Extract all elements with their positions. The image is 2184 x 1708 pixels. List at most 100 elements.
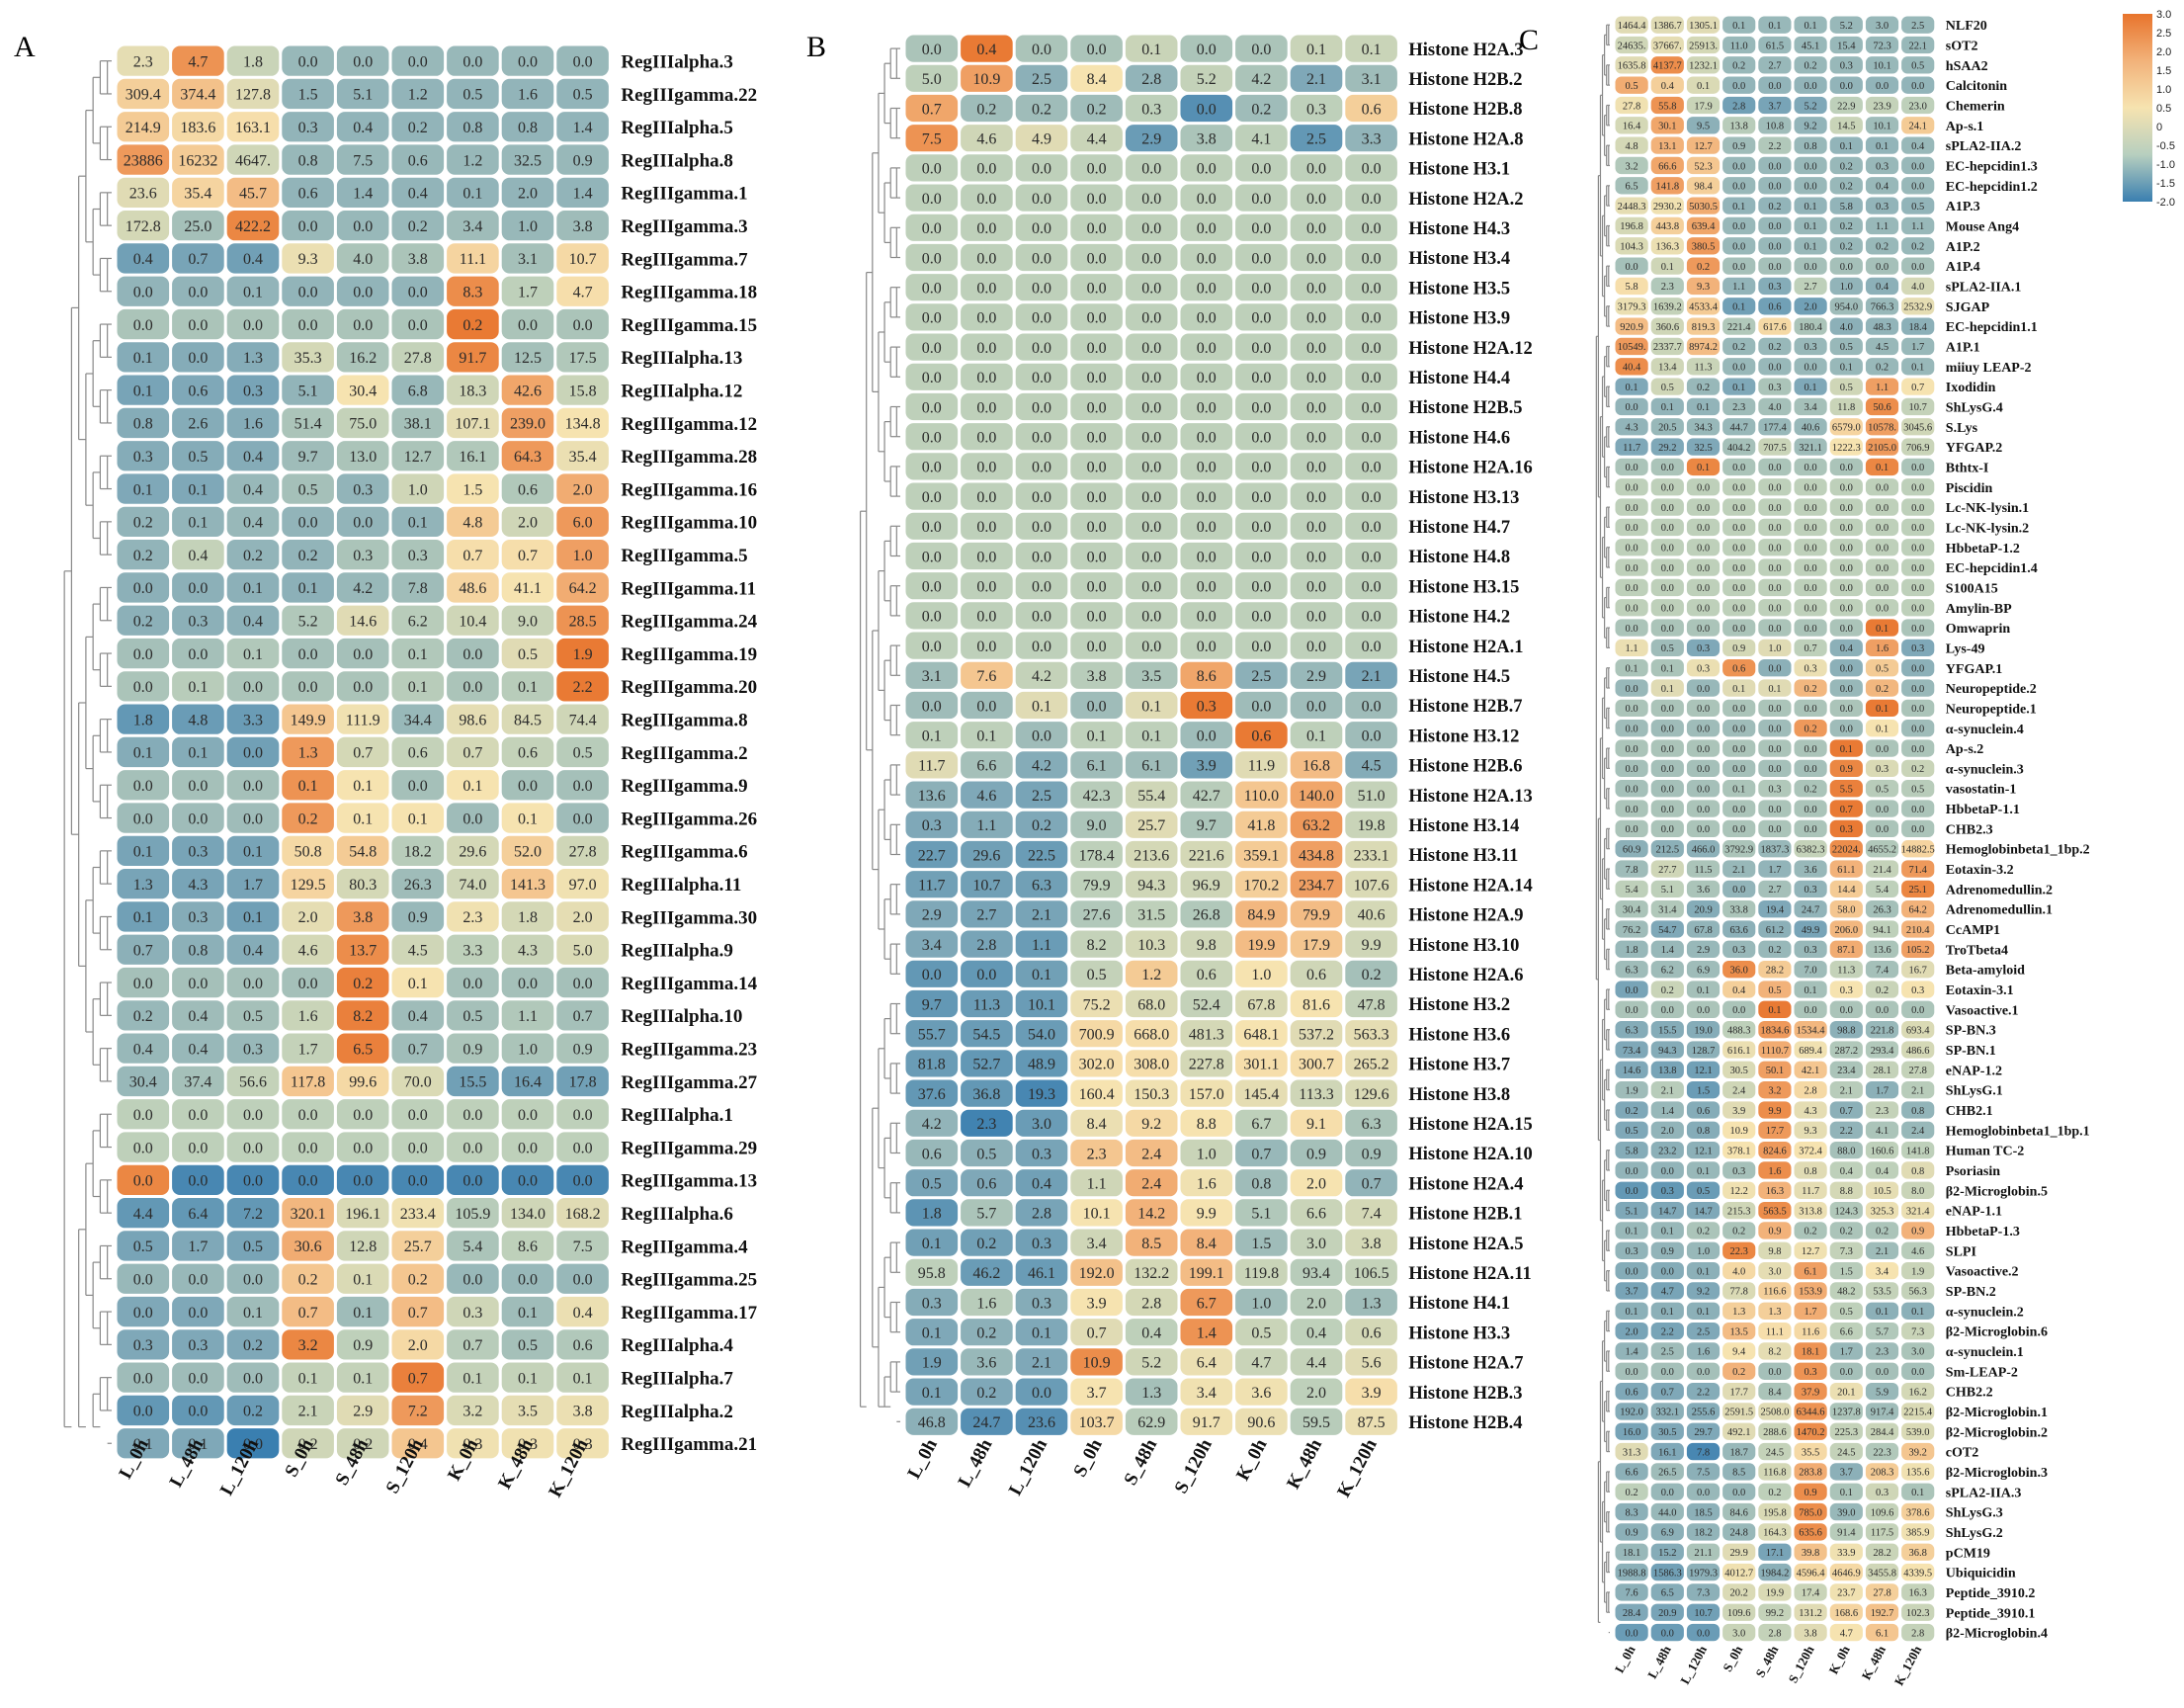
panel-a-cell bbox=[447, 1033, 499, 1064]
panel-c-cell-value: 0.0 bbox=[1876, 523, 1889, 534]
panel-c-cell-value: 2.5 bbox=[1911, 21, 1924, 32]
panel-c-row-label: Lc-NK-lysin.2 bbox=[1946, 521, 2029, 536]
panel-c-cell-value: 20.9 bbox=[1694, 904, 1712, 915]
panel-c-cell-value: 0.0 bbox=[1768, 242, 1781, 253]
panel-b-cell-value: 103.7 bbox=[1079, 1414, 1115, 1431]
panel-c-column-label: K_120h bbox=[1891, 1643, 1925, 1688]
panel-c-cell-value: 27.8 bbox=[1909, 1066, 1927, 1076]
panel-c-cell-value: 1.3 bbox=[1768, 1307, 1781, 1318]
panel-a-cell-value: 0.0 bbox=[298, 646, 318, 663]
panel-a-cell-value: 12.8 bbox=[349, 1238, 377, 1255]
panel-a-cell-value: 0.0 bbox=[133, 646, 153, 663]
panel-a-cell bbox=[556, 506, 609, 537]
panel-c-cell-value: 4533.4 bbox=[1689, 302, 1719, 313]
panel-b-cell-value: 0.8 bbox=[1251, 1175, 1271, 1192]
panel-c-cell-value: 0.6 bbox=[1626, 1387, 1638, 1398]
panel-a-cell-value: 2.0 bbox=[573, 909, 593, 926]
panel-c-cell-value: 6.9 bbox=[1697, 965, 1710, 976]
panel-b-cell-value: 0.0 bbox=[1251, 578, 1271, 595]
panel-b-cell bbox=[961, 214, 1013, 241]
panel-a-cell-value: 15.8 bbox=[569, 383, 597, 399]
panel-b-cell-value: 0.0 bbox=[1141, 639, 1161, 655]
panel-a-cell bbox=[117, 770, 170, 801]
panel-c-cell-value: 7.0 bbox=[1805, 965, 1817, 976]
panel-c-cell-value: 24.5 bbox=[1837, 1447, 1855, 1458]
panel-a-cell-value: 0.1 bbox=[353, 1370, 373, 1387]
panel-b-cell-value: 0.6 bbox=[1362, 101, 1382, 118]
panel-c-row-label: β2-Microglobin.5 bbox=[1946, 1184, 2048, 1199]
panel-b-cell bbox=[1290, 392, 1343, 421]
panel-c-cell-value: 0.1 bbox=[1876, 463, 1889, 473]
panel-c-cell-value: 0.0 bbox=[1840, 1367, 1853, 1378]
panel-b-cell bbox=[1180, 125, 1233, 152]
panel-c-cell-value: 15.5 bbox=[1658, 1025, 1676, 1036]
panel-a-cell bbox=[282, 276, 334, 306]
panel-a-cell bbox=[501, 473, 554, 504]
panel-b-cell bbox=[961, 333, 1013, 361]
panel-c-cell-value: 0.4 bbox=[1876, 182, 1890, 193]
panel-c-cell-value: 36.8 bbox=[1909, 1548, 1927, 1559]
panel-a-cell-value: 0.0 bbox=[462, 811, 482, 827]
panel-a-cell bbox=[556, 177, 609, 208]
panel-a-cell-value: 0.1 bbox=[133, 844, 153, 861]
panel-b-cell-value: 16.8 bbox=[1302, 758, 1330, 775]
panel-a-cell bbox=[447, 407, 499, 439]
panel-b-cell-value: 2.7 bbox=[976, 907, 996, 924]
panel-a-cell bbox=[226, 211, 280, 241]
panel-c-cell-value: 3792.9 bbox=[1724, 844, 1753, 855]
panel-c-cell-value: 67.8 bbox=[1694, 925, 1712, 936]
panel-c-cell-value: 0.2 bbox=[1805, 684, 1817, 695]
panel-a-cell bbox=[391, 835, 445, 866]
panel-a-cell-value: 0.0 bbox=[133, 317, 153, 334]
panel-c-cell-value: 15.4 bbox=[1837, 41, 1856, 51]
panel-b-cell-value: 0.0 bbox=[1141, 519, 1161, 536]
panel-a-cell bbox=[447, 45, 499, 76]
panel-b-cell bbox=[1345, 35, 1397, 62]
panel-c-cell-value: 116.6 bbox=[1763, 1287, 1786, 1298]
panel-a-cell bbox=[117, 407, 170, 439]
panel-b-column-label: K_0h bbox=[1232, 1435, 1272, 1484]
panel-b-cell-value: 6.4 bbox=[1197, 1355, 1217, 1372]
panel-a-cell bbox=[447, 1198, 499, 1229]
panel-b-cell-value: 0.0 bbox=[1306, 460, 1326, 476]
panel-c-cell-value: 4.8 bbox=[1626, 141, 1638, 152]
panel-b-cell-value: 7.6 bbox=[976, 668, 996, 685]
panel-b-cell-value: 0.7 bbox=[1362, 1175, 1382, 1192]
panel-c-cell-value: 0.0 bbox=[1911, 744, 1924, 755]
panel-a-cell bbox=[447, 506, 499, 537]
panel-b-cell-value: 0.1 bbox=[1032, 1324, 1051, 1341]
panel-c-cell-value: 10.7 bbox=[1694, 1608, 1712, 1619]
panel-c-cell-value: 0.2 bbox=[1840, 221, 1853, 232]
panel-c-cell-value: 0.2 bbox=[1840, 1227, 1853, 1238]
panel-b-cell-value: 8.5 bbox=[1141, 1236, 1161, 1252]
panel-c-cell-value: 196.8 bbox=[1620, 221, 1643, 232]
panel-a-cell bbox=[226, 1329, 280, 1360]
panel-c-cell-value: 50.1 bbox=[1766, 1066, 1784, 1076]
panel-c-cell-value: 1.9 bbox=[1911, 1266, 1924, 1277]
panel-b-cell-value: 0.0 bbox=[1087, 191, 1107, 208]
panel-b-column-label: L_0h bbox=[904, 1435, 943, 1483]
panel-a-cell bbox=[447, 1099, 499, 1130]
panel-a-cell bbox=[226, 605, 280, 636]
panel-a-cell bbox=[226, 342, 280, 373]
panel-b-cell-value: 0.0 bbox=[1362, 460, 1382, 476]
panel-c-row-label: Hemoglobinbeta1_1bp.2 bbox=[1946, 843, 2090, 858]
panel-b-cell bbox=[961, 64, 1013, 92]
panel-a-cell bbox=[447, 112, 499, 142]
panel-c-cell-value: 1.3 bbox=[1732, 1307, 1745, 1318]
panel-a-cell bbox=[117, 1033, 170, 1064]
panel-c-cell-value: 8.3 bbox=[1626, 1507, 1638, 1518]
panel-c-cell-value: 0.1 bbox=[1911, 1307, 1924, 1318]
panel-a-cell bbox=[117, 1099, 170, 1130]
panel-b-cell bbox=[1235, 303, 1288, 331]
panel-c-cell-value: 8.8 bbox=[1840, 1186, 1853, 1197]
panel-a-row-label: RegIIIalpha.8 bbox=[621, 150, 733, 171]
panel-a-cell-value: 0.0 bbox=[353, 218, 373, 235]
panel-b-cell-value: 7.5 bbox=[922, 130, 942, 147]
panel-a-cell bbox=[501, 901, 554, 932]
panel-c-cell-value: 10.9 bbox=[1730, 1126, 1748, 1137]
panel-c-cell-value: 0.0 bbox=[1840, 523, 1853, 534]
panel-c-cell-value: 5.5 bbox=[1840, 784, 1853, 795]
panel-c-cell-value: 61.5 bbox=[1766, 41, 1784, 51]
panel-b-cell-value: 54.5 bbox=[972, 1026, 1000, 1043]
